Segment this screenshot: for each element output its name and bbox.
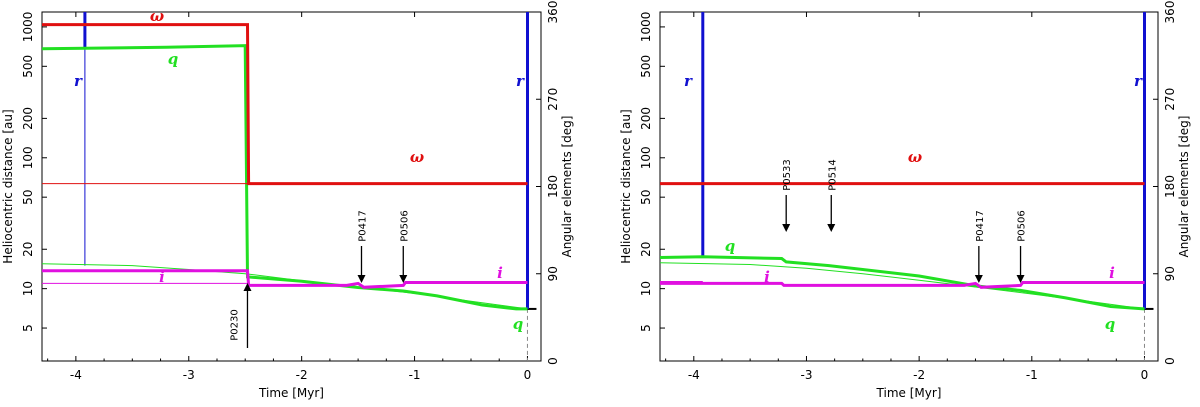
annotation-label: P0230 [229, 309, 240, 340]
y-tick-label: 10 [21, 281, 35, 296]
y2-tick-label: 90 [1163, 266, 1177, 281]
annotation-arrowhead [827, 224, 836, 232]
y-tick-label: 20 [21, 242, 35, 257]
x-tick-label: -1 [1026, 368, 1038, 382]
series-label-r: r [74, 72, 83, 90]
y2-axis-label: Angular elements [deg] [1177, 115, 1191, 257]
annotation-arrowhead [243, 283, 252, 291]
y-tick-label: 500 [21, 55, 35, 78]
x-tick-label: -3 [183, 368, 195, 382]
y-tick-label: 1000 [21, 12, 35, 43]
x-tick-label: -4 [70, 368, 82, 382]
annotation-arrowhead [399, 275, 408, 283]
y2-tick-label: 270 [546, 88, 560, 111]
x-tick-label: -2 [913, 368, 925, 382]
y-tick-label: 50 [21, 190, 35, 205]
y-tick-label: 500 [639, 55, 653, 78]
plot-frame [41, 11, 542, 362]
plot-frame [659, 11, 1159, 362]
x-axis-label: Time [Myr] [258, 386, 324, 400]
y-tick-label: 100 [639, 146, 653, 169]
y-tick-label: 100 [21, 146, 35, 169]
y2-axis-label: Angular elements [deg] [560, 115, 574, 257]
y2-tick-label: 270 [1163, 88, 1177, 111]
y2-tick-label: 180 [546, 175, 560, 198]
x-tick-label: 0 [1141, 368, 1149, 382]
y-tick-label: 50 [639, 190, 653, 205]
series-label-r: r [684, 72, 693, 90]
series-i [660, 281, 1145, 289]
x-tick-label: 0 [524, 368, 532, 382]
series-label-omega: ω [410, 148, 424, 166]
y2-tick-label: 360 [546, 1, 560, 24]
y-axis-label: Heliocentric distance [au] [619, 109, 633, 263]
series-label-i: i [497, 264, 503, 282]
series-q [41, 44, 528, 311]
annotation-label: P0417 [975, 210, 986, 241]
series-label-q: q [725, 237, 736, 255]
series-label-r: r [516, 72, 525, 90]
y-tick-label: 5 [639, 324, 653, 332]
annotation-label: P0506 [399, 210, 410, 241]
x-axis-label: Time [Myr] [876, 386, 942, 400]
series-label-i: i [764, 268, 770, 286]
y-tick-label: 200 [21, 107, 35, 130]
y2-tick-label: 360 [1163, 1, 1177, 24]
y-tick-label: 5 [21, 324, 35, 332]
series-q [659, 255, 1145, 311]
series-label-i: i [1109, 264, 1115, 282]
x-tick-label: -4 [688, 368, 700, 382]
annotation-arrowhead [357, 275, 366, 283]
y2-tick-label: 0 [1163, 357, 1177, 365]
y2-tick-label: 0 [546, 357, 560, 365]
series-label-q: q [1105, 315, 1116, 333]
y-tick-label: 1000 [639, 12, 653, 43]
x-tick-label: -1 [409, 368, 421, 382]
panel-left: -4 -3 -2 -1 0 5 10 20 50 100 200 500 1000 0 90 180 270 36… [1, 1, 574, 400]
y2-tick-label: 90 [546, 266, 560, 281]
y-tick-label: 10 [639, 281, 653, 296]
y2-tick-label: 180 [1163, 175, 1177, 198]
y-axis-label: Heliocentric distance [au] [1, 109, 15, 263]
series-omega [42, 23, 528, 186]
annotation-arrowhead [974, 275, 983, 283]
series-label-r: r [1134, 72, 1143, 90]
series-label-omega: ω [150, 7, 164, 25]
annotation-label: P0417 [357, 210, 368, 241]
annotation-arrowhead [1016, 275, 1025, 283]
series-label-q: q [513, 315, 524, 333]
annotation-label: P0533 [782, 159, 793, 190]
x-tick-label: -2 [296, 368, 308, 382]
annotation-label: P0514 [827, 159, 838, 190]
panel-right: -4 -3 -2 -1 0 5 10 20 50 100 200 500 1000 0 90 180 270 36… [619, 1, 1191, 400]
series-label-i: i [159, 268, 165, 286]
annotation-arrowhead [782, 224, 791, 232]
series-label-omega: ω [908, 148, 922, 166]
series-label-q: q [168, 50, 179, 68]
y-tick-label: 200 [639, 107, 653, 130]
annotation-label: P0506 [1017, 210, 1028, 241]
series-i [42, 269, 528, 289]
y-tick-label: 20 [639, 242, 653, 257]
x-tick-label: -3 [800, 368, 812, 382]
